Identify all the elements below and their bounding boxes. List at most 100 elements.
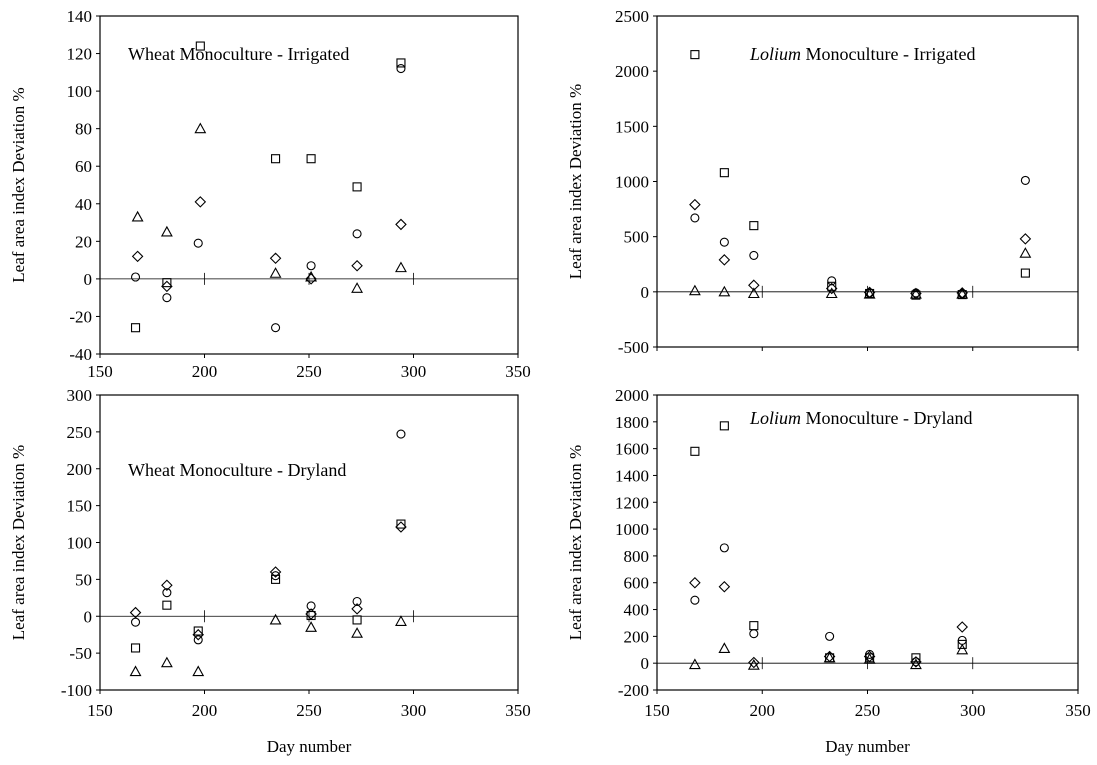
chart-panel-2: -500 0 500 1000 1500 2000 2500 Leaf area index … xyxy=(566,7,1079,357)
square-point xyxy=(957,639,967,649)
diamond-point xyxy=(689,198,701,211)
circle-point xyxy=(719,237,729,247)
diamond-point xyxy=(395,218,407,231)
y-tick-label: -50 xyxy=(69,644,92,663)
circle-point xyxy=(827,276,837,286)
triangle-point xyxy=(129,665,142,677)
circle-point xyxy=(749,629,759,639)
diamond-point xyxy=(194,196,207,208)
y-tick-label: 0 xyxy=(84,607,93,626)
y-axis-label: Leaf area index Deviation % xyxy=(566,84,585,279)
triangle-point xyxy=(395,261,407,273)
circle-point xyxy=(749,250,759,260)
diamond-point xyxy=(131,250,144,263)
triangle-point xyxy=(688,658,701,670)
triangle-point xyxy=(160,225,173,237)
circle-point xyxy=(193,635,203,645)
square-point xyxy=(827,281,837,291)
diamond-point xyxy=(395,521,407,533)
triangle-point xyxy=(269,613,282,625)
y-tick-label: 1400 xyxy=(615,466,649,485)
diamond-point xyxy=(129,606,142,619)
square-point xyxy=(162,278,172,288)
x-tick-label: 300 xyxy=(401,362,427,381)
triangle-point xyxy=(688,284,701,296)
panel-title: Wheat Monoculture - Irrigated xyxy=(128,44,349,64)
square-point xyxy=(162,600,172,610)
diamond-point xyxy=(269,252,282,265)
square-point xyxy=(306,154,316,164)
triangle-point xyxy=(909,287,922,299)
triangle-point xyxy=(747,287,760,299)
circle-point xyxy=(1020,175,1030,185)
y-tick-label: 1000 xyxy=(615,173,649,192)
square-point xyxy=(719,168,729,178)
diamond-point xyxy=(161,280,173,293)
panel-title: Wheat Monoculture - Dryland xyxy=(128,460,346,480)
triangle-point xyxy=(863,653,876,664)
diamond-point xyxy=(192,628,205,641)
square-point xyxy=(690,446,700,456)
x-tick-label: 350 xyxy=(505,701,531,720)
triangle-point xyxy=(909,658,922,670)
x-tick-label: 300 xyxy=(960,701,986,720)
chart-panel-3: -100 -50 0 50 100 150 200 250 300 150 200 250 300 350… xyxy=(9,386,531,756)
y-tick-label: 2000 xyxy=(615,386,649,405)
triangle-point xyxy=(194,122,207,134)
x-tick-label: 150 xyxy=(87,701,113,720)
triangle-point xyxy=(718,285,731,297)
square-point xyxy=(690,50,700,60)
triangle-point xyxy=(863,287,876,299)
y-tick-label: -100 xyxy=(61,681,92,700)
diamond-point xyxy=(351,259,363,272)
circle-point xyxy=(193,238,203,248)
y-tick-label: 2500 xyxy=(615,7,649,26)
y-tick-label: 0 xyxy=(641,283,650,302)
x-axis-label: Day number xyxy=(267,737,352,756)
x-tick-label: 250 xyxy=(296,701,322,720)
triangle-point xyxy=(956,287,969,299)
circle-point xyxy=(719,543,729,553)
square-point xyxy=(271,574,281,584)
y-tick-label: 500 xyxy=(624,228,650,247)
y-tick-label: -20 xyxy=(69,307,92,326)
circle-point xyxy=(352,596,362,607)
square-point xyxy=(749,621,759,631)
circle-point xyxy=(162,588,172,598)
square-point xyxy=(911,653,921,663)
triangle-point xyxy=(192,665,205,677)
x-tick-label: 200 xyxy=(192,362,218,381)
circle-point xyxy=(690,213,700,223)
diamond-point xyxy=(910,656,922,668)
triangle-point xyxy=(269,267,282,278)
y-tick-label: 0 xyxy=(84,270,93,289)
triangle-point xyxy=(305,270,318,282)
y-tick-label: 200 xyxy=(624,627,650,646)
diamond-point xyxy=(825,282,838,295)
square-point xyxy=(749,221,759,231)
circle-point xyxy=(306,601,316,611)
y-axis-label: Leaf area index Deviation % xyxy=(566,445,585,640)
y-tick-label: 140 xyxy=(67,7,93,26)
x-tick-label: 350 xyxy=(505,362,531,381)
circle-point xyxy=(271,571,281,581)
y-tick-label: 1200 xyxy=(615,493,649,512)
y-tick-label: 600 xyxy=(624,574,650,593)
y-tick-label: 0 xyxy=(641,654,650,673)
triangle-point xyxy=(956,643,969,655)
triangle-point xyxy=(351,282,364,293)
y-tick-label: 80 xyxy=(75,120,92,139)
x-tick-label: 200 xyxy=(750,701,776,720)
triangle-point xyxy=(718,642,731,653)
y-tick-label: 300 xyxy=(67,386,93,405)
circle-point xyxy=(130,272,141,282)
y-axis-label: Leaf area index Deviation % xyxy=(9,87,28,282)
circle-point xyxy=(396,64,406,74)
circle-point xyxy=(352,229,362,239)
y-tick-label: -40 xyxy=(69,345,92,364)
x-tick-label: 350 xyxy=(1065,701,1091,720)
triangle-point xyxy=(395,615,407,626)
diamond-point xyxy=(161,579,173,592)
plot-frame xyxy=(99,15,519,355)
